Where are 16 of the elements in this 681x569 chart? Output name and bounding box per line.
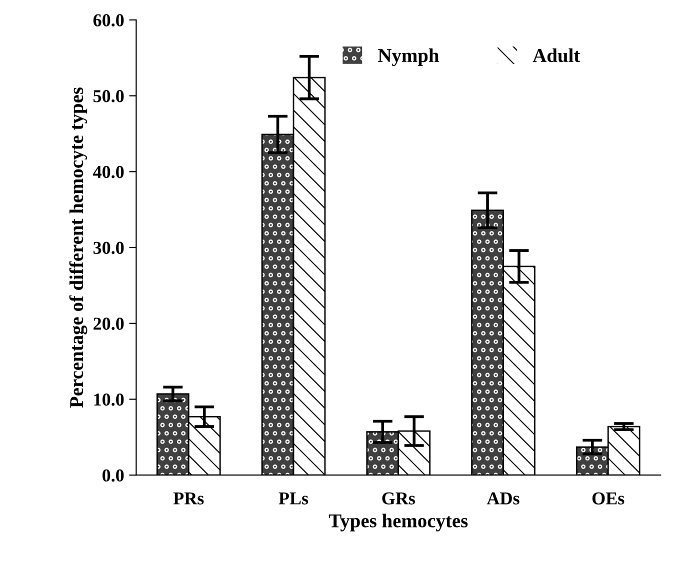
y-tick-label: 20.0 (94, 318, 124, 330)
y-tick-label: 0.0 (102, 469, 124, 482)
x-tick-label: PLs (278, 492, 308, 504)
legend-label: Adult (532, 48, 580, 62)
legend-label: Nymph (378, 48, 439, 66)
y-tick-label: 10.0 (94, 394, 124, 406)
x-tick-label: PRs (173, 492, 204, 504)
x-tick-label: GRs (382, 492, 415, 504)
y-tick-label: 30.0 (93, 242, 124, 254)
y-tick-label: 60.0 (93, 14, 124, 26)
x-tick-label: ADs (486, 492, 520, 504)
y-tick-label: 50.0 (94, 90, 124, 102)
y-axis-title: Percentage of different hemocyte types (69, 87, 88, 408)
y-tick-label: 40.0 (93, 166, 124, 178)
x-axis-title: Types hemocytes (328, 514, 468, 532)
x-tick-label: OEs (592, 492, 624, 504)
